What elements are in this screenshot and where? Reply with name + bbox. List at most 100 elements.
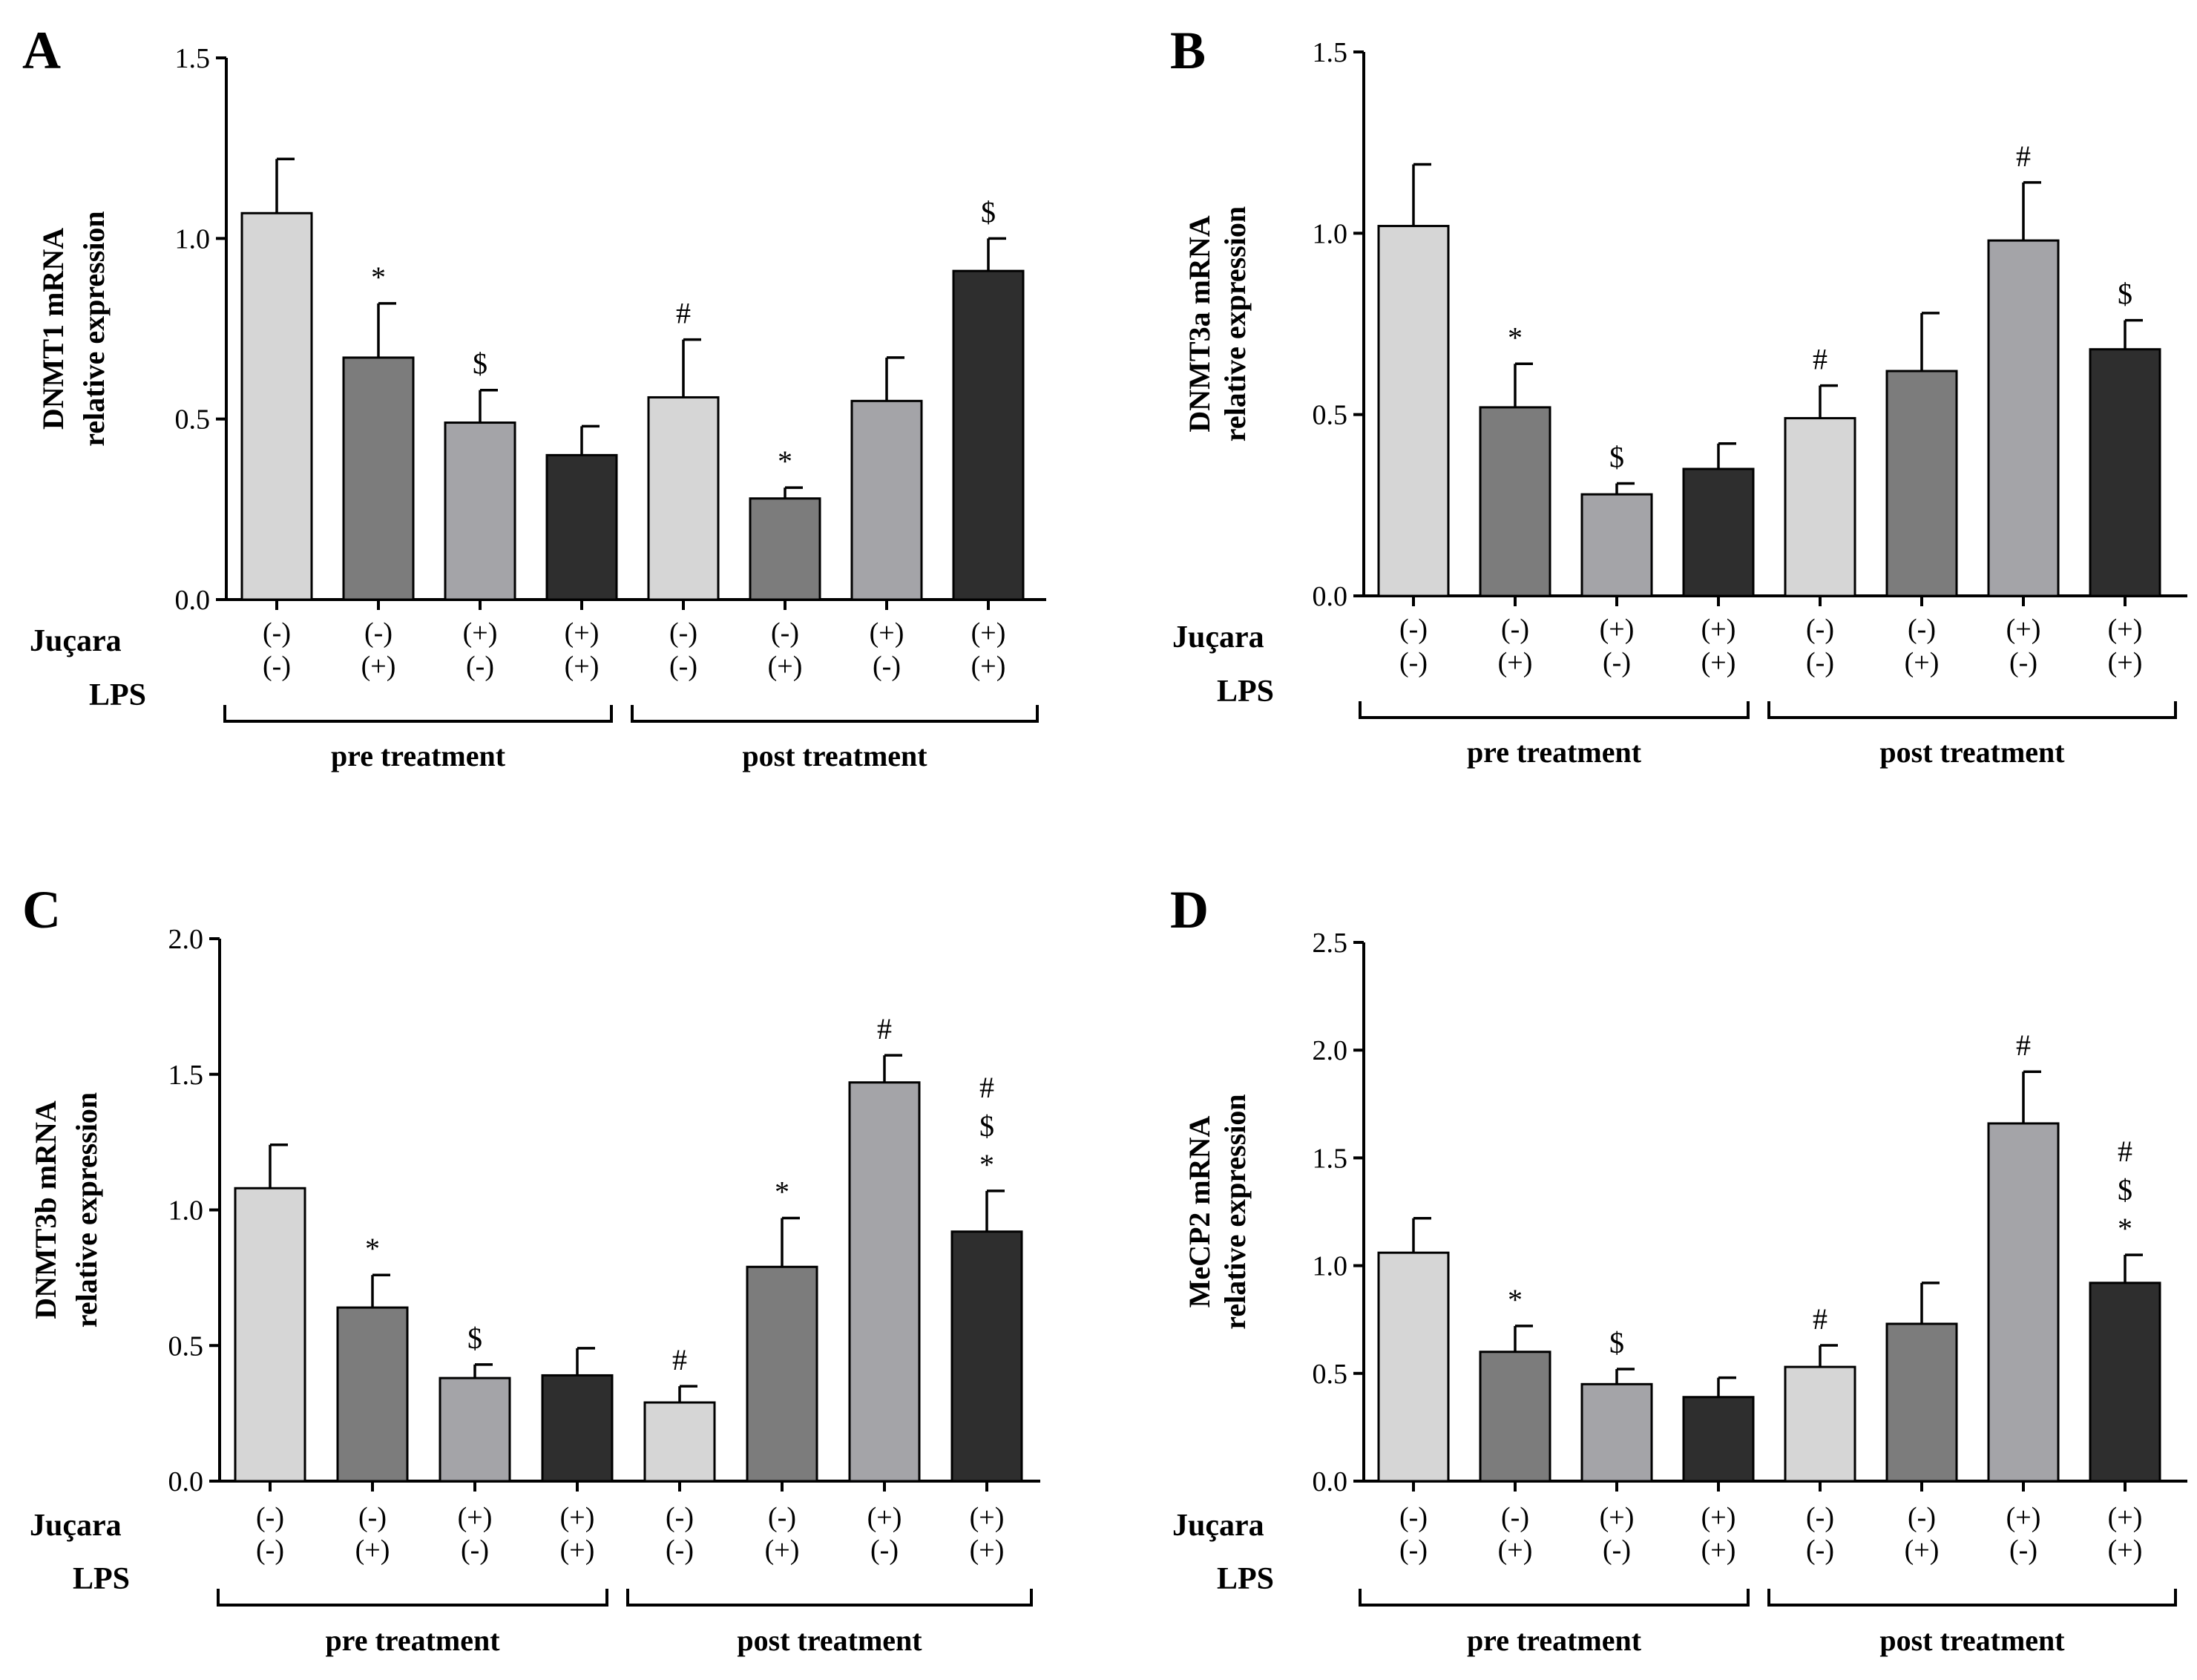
bar bbox=[1987, 239, 2060, 597]
chart-panel-d: D MeCP2 mRNA relative expression 0.0 0.5 1.0 1… bbox=[1170, 880, 2187, 1657]
significance-marker: # bbox=[1813, 1302, 1827, 1336]
jucara-condition: (-) bbox=[771, 617, 799, 649]
jucara-condition: (-) bbox=[358, 1502, 387, 1533]
lps-condition: (+) bbox=[565, 651, 600, 682]
significance-marker: # bbox=[979, 1071, 994, 1104]
lps-condition: (-) bbox=[1399, 1535, 1428, 1566]
chart-panel-c: C DNMT3b mRNA relative expression 0.0 0.5 1.0… bbox=[22, 880, 1040, 1657]
bar bbox=[647, 396, 720, 601]
jucara-condition: (+) bbox=[2006, 1502, 2041, 1533]
bar bbox=[541, 1374, 614, 1483]
lps-condition: (-) bbox=[256, 1535, 284, 1566]
significance-marker: # bbox=[676, 297, 691, 330]
bar bbox=[342, 356, 415, 601]
jucara-condition: (+) bbox=[1600, 614, 1635, 645]
y-tick-label: 0.0 bbox=[1313, 581, 1348, 612]
pre-treatment-label: pre treatment bbox=[331, 739, 506, 772]
y-tick-label: 1.0 bbox=[168, 1195, 204, 1227]
significance-marker: # bbox=[877, 1012, 892, 1046]
jucara-condition: (+) bbox=[458, 1502, 493, 1533]
group-bracket bbox=[1767, 1589, 2177, 1607]
group-bracket bbox=[217, 1589, 608, 1607]
lps-row-label: LPS bbox=[1217, 675, 1274, 709]
significance-marker: # bbox=[2016, 1028, 2031, 1062]
lps-condition: (+) bbox=[1701, 1535, 1736, 1566]
y-axis-subtitle: relative expression bbox=[70, 1092, 103, 1328]
y-tick-label: 2.0 bbox=[168, 924, 204, 955]
pre-treatment-label: pre treatment bbox=[1467, 735, 1642, 769]
significance-marker: $ bbox=[2118, 278, 2132, 311]
lps-condition: (+) bbox=[971, 651, 1006, 682]
jucara-condition: (-) bbox=[256, 1502, 284, 1533]
group-bracket bbox=[1767, 701, 2177, 719]
y-tick-label: 1.5 bbox=[168, 1060, 204, 1091]
y-tick-label: 0.5 bbox=[1313, 1359, 1348, 1390]
panel-letter: D bbox=[1170, 880, 1209, 939]
significance-marker: * bbox=[979, 1148, 994, 1181]
bar bbox=[950, 1230, 1023, 1483]
jucara-condition: (+) bbox=[867, 1502, 902, 1533]
chart-panel-b: B DNMT3a mRNA relative expression 0.0 0.5 1.0… bbox=[1170, 21, 2187, 769]
jucara-row-label: Juçara bbox=[1172, 1509, 1264, 1543]
significance-marker: $ bbox=[467, 1322, 482, 1355]
lps-condition: (+) bbox=[355, 1535, 390, 1566]
jucara-condition: (-) bbox=[1806, 1502, 1834, 1533]
bar bbox=[1682, 1396, 1755, 1483]
jucara-condition: (-) bbox=[1501, 1502, 1529, 1533]
jucara-condition: (-) bbox=[364, 617, 393, 649]
lps-condition: (-) bbox=[2009, 1535, 2037, 1566]
post-treatment-label: post treatment bbox=[742, 739, 927, 772]
jucara-row-label: Juçara bbox=[1172, 620, 1264, 654]
jucara-condition: (-) bbox=[1501, 614, 1529, 645]
y-tick-label: 2.0 bbox=[1313, 1035, 1348, 1066]
lps-condition: (-) bbox=[461, 1535, 489, 1566]
lps-condition: (+) bbox=[1498, 647, 1533, 678]
bar bbox=[1682, 467, 1755, 597]
lps-condition: (-) bbox=[870, 1535, 899, 1566]
significance-marker: * bbox=[1508, 321, 1523, 354]
y-tick-label: 2.5 bbox=[1313, 928, 1348, 959]
bar bbox=[1580, 1382, 1653, 1483]
lps-condition: (+) bbox=[560, 1535, 595, 1566]
bar bbox=[1377, 225, 1450, 597]
significance-marker: # bbox=[1813, 343, 1827, 376]
significance-marker: * bbox=[778, 444, 792, 478]
y-tick-label: 0.0 bbox=[168, 1466, 204, 1497]
bar bbox=[746, 1265, 818, 1483]
lps-condition: (+) bbox=[1905, 1535, 1940, 1566]
jucara-condition: (+) bbox=[970, 1502, 1005, 1533]
jucara-condition: (+) bbox=[870, 617, 904, 649]
group-bracket bbox=[1359, 1589, 1750, 1607]
group-bracket bbox=[223, 705, 613, 723]
jucara-condition: (-) bbox=[1908, 1502, 1936, 1533]
significance-marker: * bbox=[1508, 1283, 1523, 1316]
panel-letter: A bbox=[22, 21, 61, 80]
lps-condition: (+) bbox=[2108, 1535, 2143, 1566]
significance-marker: $ bbox=[981, 195, 996, 229]
chart-panel-a: A DNMT1 mRNA relative expression 0.0 0.5 1.0 1… bbox=[22, 21, 1046, 772]
bar bbox=[545, 453, 618, 601]
y-tick-label: 0.0 bbox=[1313, 1466, 1348, 1497]
y-tick-label: 1.5 bbox=[1313, 1143, 1348, 1174]
y-axis-subtitle: relative expression bbox=[77, 211, 111, 446]
bar bbox=[240, 211, 313, 601]
bar bbox=[749, 497, 821, 601]
significance-marker: $ bbox=[2118, 1173, 2132, 1207]
y-tick-label: 1.0 bbox=[175, 223, 211, 255]
y-tick-label: 0.0 bbox=[175, 585, 211, 616]
jucara-condition: (-) bbox=[666, 1502, 694, 1533]
jucara-condition: (+) bbox=[2108, 614, 2143, 645]
lps-condition: (+) bbox=[768, 651, 803, 682]
significance-marker: # bbox=[2118, 1135, 2132, 1168]
bar bbox=[1479, 1351, 1551, 1483]
bar bbox=[2089, 1282, 2161, 1483]
significance-marker: $ bbox=[1609, 1326, 1624, 1359]
lps-condition: (+) bbox=[2108, 647, 2143, 678]
jucara-row-label: Juçara bbox=[30, 1509, 122, 1543]
jucara-condition: (-) bbox=[669, 617, 697, 649]
lps-condition: (+) bbox=[1701, 647, 1736, 678]
significance-marker: # bbox=[2016, 140, 2031, 173]
lps-condition: (-) bbox=[873, 651, 901, 682]
y-axis-subtitle: relative expression bbox=[1218, 206, 1252, 442]
y-tick-label: 1.5 bbox=[1313, 37, 1348, 68]
